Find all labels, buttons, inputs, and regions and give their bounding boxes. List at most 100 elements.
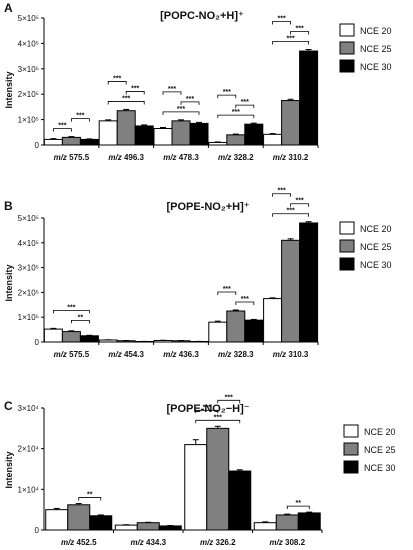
y-tick-label: 3×10⁴ xyxy=(18,404,40,413)
category-value: 328.3 xyxy=(231,350,254,359)
category-prefix: m/z xyxy=(269,538,282,547)
category-value: 328.2 xyxy=(231,153,254,162)
significance-bracket xyxy=(217,94,237,99)
panel-letter: A xyxy=(4,1,13,15)
category-prefix: m/z xyxy=(273,350,286,359)
y-axis-label: Intensity xyxy=(4,451,14,488)
y-tick-label: 4×10⁵ xyxy=(18,239,39,248)
significance-bracket xyxy=(71,118,90,122)
significance-bracket xyxy=(53,128,72,132)
significance-bracket xyxy=(71,319,90,324)
bar xyxy=(114,524,138,531)
category-label: m/z 308.2 xyxy=(269,538,305,547)
category-label: m/z 310.2 xyxy=(273,153,309,162)
significance-label: *** xyxy=(287,35,295,42)
category-label: m/z 575.5 xyxy=(54,350,90,359)
significance-label: *** xyxy=(225,394,233,401)
y-tick-label: 3×10⁵ xyxy=(18,264,39,273)
category-value: 496.3 xyxy=(122,153,145,162)
significance-label: *** xyxy=(296,25,304,32)
bar xyxy=(89,515,113,531)
bar xyxy=(43,138,63,146)
bar xyxy=(281,239,301,343)
significance-bracket xyxy=(290,203,309,207)
legend-swatch xyxy=(339,23,355,37)
significance-label: *** xyxy=(241,296,249,303)
legend-swatch xyxy=(339,221,355,235)
category-prefix: m/z xyxy=(61,538,74,547)
significance-bracket xyxy=(235,104,255,109)
significance-label: *** xyxy=(223,286,231,293)
bar xyxy=(263,133,283,146)
significance-label: *** xyxy=(168,86,176,93)
category-label: m/z 496.3 xyxy=(108,153,144,162)
y-tick-label: 2×10⁴ xyxy=(18,445,40,454)
bar xyxy=(98,120,118,146)
category-prefix: m/z xyxy=(108,153,121,162)
category-label: m/z 310.3 xyxy=(273,350,309,359)
significance-bracket xyxy=(272,213,309,217)
category-value: 436.3 xyxy=(177,350,200,359)
significance-bracket xyxy=(162,91,182,95)
significance-bracket xyxy=(290,31,309,35)
chart-panel-b: B [POPE-NO₂+H]⁺ Intensity 0 1×10⁵ 2×10⁵ 3×10⁵ 4… xyxy=(4,188,392,359)
category-value: 478.3 xyxy=(177,153,200,162)
significance-label: *** xyxy=(58,123,66,130)
category-prefix: m/z xyxy=(130,538,143,547)
bar xyxy=(171,120,191,146)
bar xyxy=(206,427,230,531)
bar xyxy=(79,335,99,343)
legend-swatch xyxy=(339,239,355,253)
significance-bracket xyxy=(272,193,291,197)
panel-letter: B xyxy=(4,199,13,213)
category-value: 308.2 xyxy=(283,538,306,547)
y-tick-label: 4×10⁵ xyxy=(18,39,39,48)
category-prefix: m/z xyxy=(218,350,231,359)
bar xyxy=(153,127,173,146)
significance-label: *** xyxy=(232,109,240,116)
bar xyxy=(299,50,319,146)
bar xyxy=(297,512,321,531)
category-value: 454.3 xyxy=(122,350,145,359)
bar xyxy=(158,525,182,531)
category-prefix: m/z xyxy=(54,350,67,359)
significance-bracket xyxy=(286,505,310,510)
legend-swatch xyxy=(343,442,359,456)
category-label: m/z 478.3 xyxy=(163,153,199,162)
y-tick-label: 2×10⁵ xyxy=(18,288,39,297)
significance-bracket xyxy=(217,291,237,296)
category-value: 326.2 xyxy=(213,538,236,547)
significance-label: *** xyxy=(186,96,194,103)
category-label: m/z 452.5 xyxy=(61,538,97,547)
y-tick-label: 0 xyxy=(35,526,40,535)
significance-label: *** xyxy=(177,106,185,113)
legend-label: NCE 30 xyxy=(360,260,392,270)
legend-swatch xyxy=(339,59,355,73)
significance-label: *** xyxy=(67,304,75,311)
legend-swatch xyxy=(343,424,359,438)
bar xyxy=(208,141,228,146)
category-label: m/z 326.2 xyxy=(200,538,236,547)
legend-label: NCE 20 xyxy=(360,224,392,234)
y-tick-label: 3×10⁵ xyxy=(18,65,39,74)
significance-bracket xyxy=(78,497,102,501)
bar xyxy=(67,504,91,531)
bar xyxy=(45,509,69,531)
bar xyxy=(98,339,118,343)
legend-swatch xyxy=(339,257,355,271)
legend-label: NCE 20 xyxy=(360,26,392,36)
category-prefix: m/z xyxy=(54,153,67,162)
panel-letter: C xyxy=(4,399,13,413)
bar xyxy=(226,310,246,343)
significance-label: *** xyxy=(113,75,121,82)
bar xyxy=(43,328,63,343)
y-axis-label: Intensity xyxy=(4,71,14,108)
significance-bracket xyxy=(217,114,255,119)
category-prefix: m/z xyxy=(200,538,213,547)
significance-label: ** xyxy=(87,492,93,499)
category-label: m/z 328.3 xyxy=(218,350,254,359)
y-tick-label: 5×10⁵ xyxy=(18,14,39,23)
category-prefix: m/z xyxy=(163,153,176,162)
bar xyxy=(275,514,299,531)
